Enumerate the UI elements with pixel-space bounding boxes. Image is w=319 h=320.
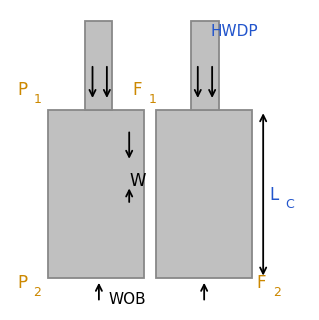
Text: 1: 1: [33, 93, 41, 106]
Text: L: L: [270, 186, 279, 204]
Bar: [48, 110, 144, 278]
Text: P: P: [18, 81, 28, 99]
Text: 1: 1: [148, 93, 156, 106]
Text: W: W: [129, 172, 146, 190]
Text: 2: 2: [273, 286, 281, 299]
Bar: [191, 21, 219, 110]
Text: P: P: [18, 274, 28, 292]
Text: C: C: [286, 198, 294, 211]
Bar: [85, 21, 112, 110]
Text: F: F: [257, 274, 266, 292]
Text: WOB: WOB: [108, 292, 146, 307]
Bar: [156, 110, 252, 278]
Text: 2: 2: [33, 286, 41, 299]
Text: HWDP: HWDP: [211, 25, 258, 39]
Text: F: F: [132, 81, 142, 99]
